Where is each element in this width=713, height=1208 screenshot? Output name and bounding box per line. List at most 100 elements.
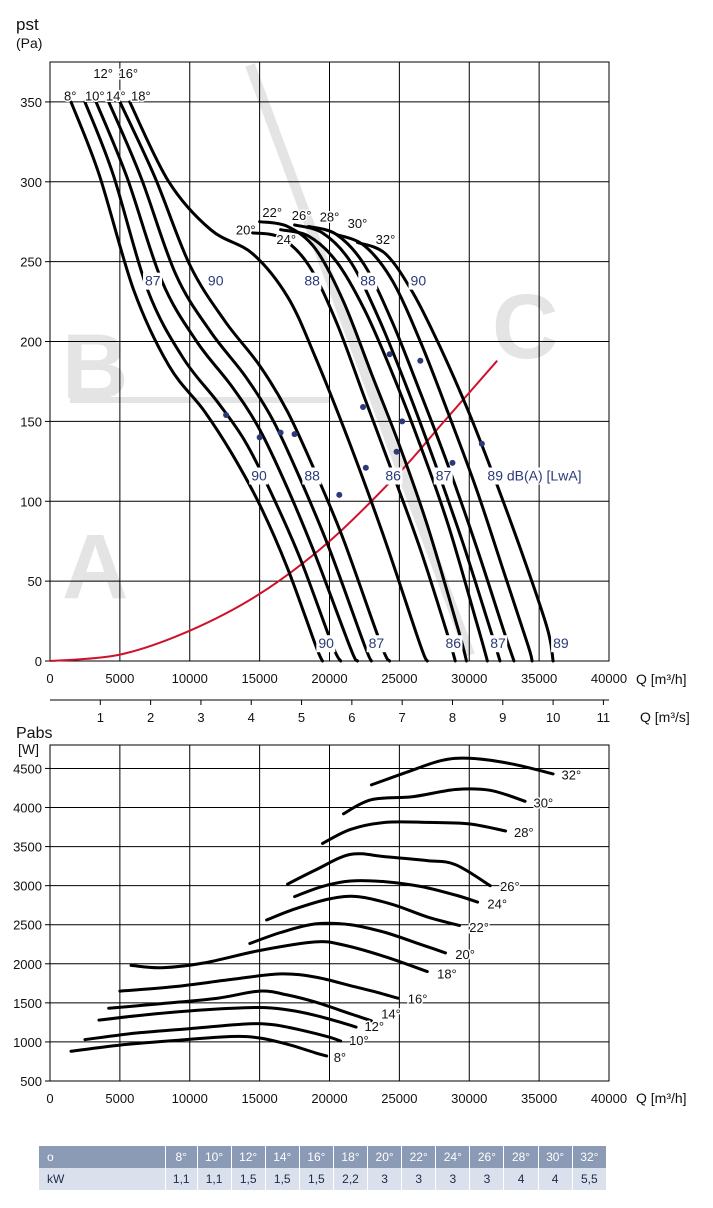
secondary-tick-label: 1 <box>97 710 104 725</box>
angle-label: 10° <box>349 1033 369 1048</box>
table-kw-cell: 3 <box>435 1168 471 1190</box>
db-marker <box>256 434 263 441</box>
table-angle-cell: 14° <box>265 1146 300 1168</box>
y-tick-label: 3000 <box>13 879 42 894</box>
power-x-ticks: 0 5000 10000 15000 20000 25000 30000 35000 40000 <box>46 1091 627 1106</box>
table-kw-cell: 1,1 <box>165 1168 198 1190</box>
table-value-label: kW <box>39 1168 166 1190</box>
angle-label: 18° <box>131 88 151 103</box>
table-angle-cell: 8° <box>165 1146 198 1168</box>
table-kw-cell: 1,5 <box>265 1168 300 1190</box>
table-angle-cell: 26° <box>469 1146 505 1168</box>
angle-label: 14° <box>106 88 126 103</box>
angle-label: 14° <box>381 1006 401 1021</box>
db-label-bg <box>205 272 225 290</box>
power-grid <box>45 745 610 1082</box>
y-tick-label: 150 <box>20 414 42 429</box>
pressure-curve-26deg <box>293 223 502 663</box>
x-tick-label: 10000 <box>172 671 208 686</box>
angle-label: 10° <box>85 88 105 103</box>
table-kw-cell: 2,2 <box>333 1168 369 1190</box>
table-angle-cell: 28° <box>503 1146 539 1168</box>
table-kw-cell: 4 <box>538 1168 573 1190</box>
pressure-y-ticks: 0 50 100 150 200 250 300 350 <box>20 95 42 669</box>
y-tick-label: 3500 <box>13 840 42 855</box>
power-plot-frame <box>49 744 610 1082</box>
pressure-x-ticks: 0 5000 10000 15000 20000 25000 30000 35000 40000 <box>46 671 627 686</box>
db-label: 87 <box>145 273 161 289</box>
power-curve-16deg <box>118 972 400 1000</box>
angle-label: 16° <box>408 992 428 1007</box>
secondary-tick-label: 7 <box>399 710 406 725</box>
table-kw-cell: 1,5 <box>231 1168 266 1190</box>
zone-label-c: C <box>492 276 558 378</box>
table-kw-cell: 1,1 <box>197 1168 232 1190</box>
secondary-tick-label: 3 <box>197 710 204 725</box>
power-curve-10deg <box>83 1022 343 1043</box>
power-curve-20deg <box>248 921 447 955</box>
secondary-tick-label: 10 <box>546 710 560 725</box>
x-tick-label: 20000 <box>311 671 347 686</box>
x-tick-label: 30000 <box>451 671 487 686</box>
power-curve-24deg <box>293 879 480 904</box>
table-angle-cell: 20° <box>367 1146 403 1168</box>
angle-label: 16° <box>118 66 138 81</box>
x-tick-label: 15000 <box>242 1091 278 1106</box>
table-angle-cell: 32° <box>572 1146 608 1168</box>
flow-secondary-ticks: 1 2 3 4 5 6 7 8 9 10 11 <box>97 700 610 725</box>
motor-power-table: o 8° 10° 12° 14° 16° 18° 20° 22° 24° 26° 28° 30° 32°… <box>39 1146 608 1190</box>
secondary-tick-label: 9 <box>499 710 506 725</box>
pressure-curve-32deg <box>356 241 555 663</box>
power-curve-28deg <box>321 820 508 845</box>
y-tick-label: 0 <box>35 654 42 669</box>
pressure-curve-12deg <box>94 100 359 663</box>
angle-label: 20° <box>455 947 475 962</box>
pressure-curve-24deg <box>279 228 489 663</box>
x-tick-label: 35000 <box>521 671 557 686</box>
angle-label: 32° <box>561 767 581 782</box>
secondary-tick-label: 8 <box>449 710 456 725</box>
pressure-curve-20deg <box>251 231 457 663</box>
db-marker <box>449 459 456 466</box>
pressure-y-label: pst <box>16 15 39 34</box>
pressure-y-unit: (Pa) <box>16 35 42 51</box>
angle-label: 24° <box>276 232 296 247</box>
pressure-curve-18deg <box>128 100 429 663</box>
db-label: 90 <box>208 273 224 289</box>
db-marker <box>478 440 485 447</box>
system-curve <box>49 360 498 662</box>
y-tick-label: 200 <box>20 335 42 350</box>
power-x-label: Q [m³/h] <box>636 1090 687 1106</box>
power-angle-labels: 8°10°12°14° 16° 18° 20° 22° 24° 26° 28°30° 32° <box>332 766 582 1067</box>
secondary-tick-label: 4 <box>248 710 255 725</box>
db-label-bg <box>408 272 428 290</box>
power-y-unit: [W] <box>18 741 39 757</box>
power-curve-14deg <box>107 989 373 1023</box>
x-tick-label: 40000 <box>591 671 627 686</box>
x-tick-label: 30000 <box>451 1091 487 1106</box>
table-angle-cell: 24° <box>435 1146 471 1168</box>
db-label: 89 <box>553 635 569 651</box>
angle-label: 20° <box>236 223 256 238</box>
db-label: 87 <box>436 468 452 484</box>
x-tick-label: 10000 <box>172 1091 208 1106</box>
table-angle-cell: 18° <box>333 1146 369 1168</box>
db-marker <box>417 357 424 364</box>
pressure-curves <box>69 100 555 663</box>
x-tick-label: 5000 <box>105 1091 134 1106</box>
db-label: 90 <box>318 635 334 651</box>
db-label-bg <box>433 467 453 485</box>
pressure-curve-30deg <box>335 233 534 663</box>
table-angle-cell: 30° <box>538 1146 573 1168</box>
table-header-row: o 8° 10° 12° 14° 16° 18° 20° 22° 24° 26° 28° 30° 32° <box>39 1146 608 1168</box>
table-angle-cell: 12° <box>231 1146 266 1168</box>
db-marker <box>362 464 369 471</box>
power-y-label: Pabs <box>16 725 52 742</box>
y-tick-label: 4500 <box>13 761 42 776</box>
y-tick-label: 2000 <box>13 957 42 972</box>
power-curve-32deg <box>369 756 555 787</box>
secondary-tick-label: 2 <box>147 710 154 725</box>
db-label: 88 <box>360 273 376 289</box>
